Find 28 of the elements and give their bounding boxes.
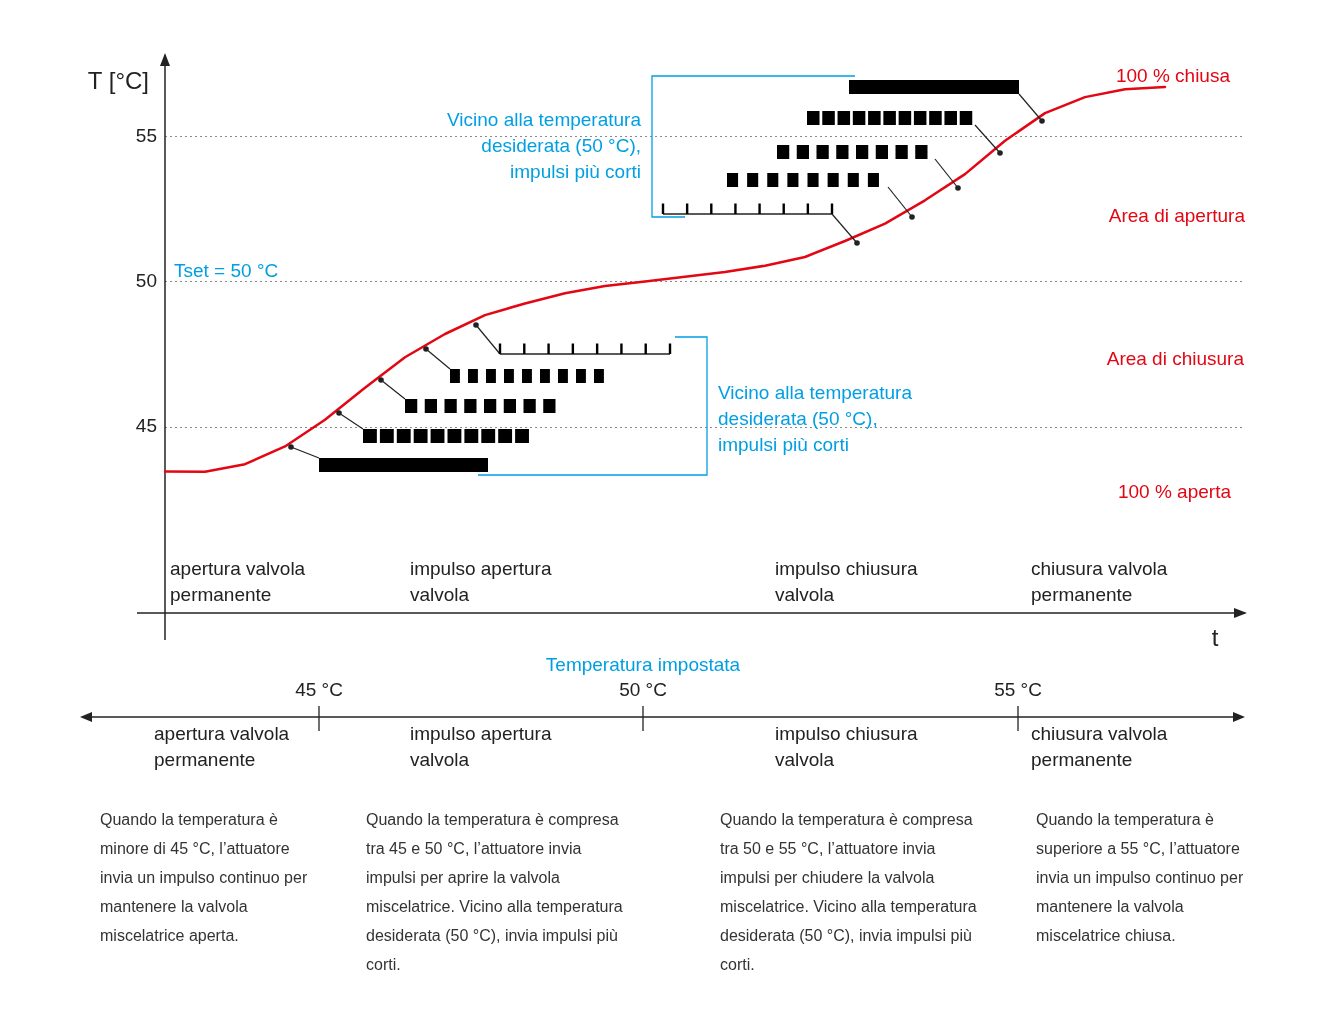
text: chiusura valvola permanente <box>1031 722 1169 772</box>
y-tick-label: 55 <box>135 124 157 146</box>
text: Temperatura impostata <box>545 653 741 677</box>
y-axis-title: T [°C] <box>87 66 149 94</box>
text: Quando la temperatura è compresa tra 50 e 55 °C, l’attuatore invia impulsi per chiudere la valvola miscelatrice. Vicino alla temperatura desiderata (50 °C), invia impulsi più corti. <box>720 810 978 975</box>
y-tick-label: 50 <box>135 269 157 291</box>
annotation: chiusura valvola permanente <box>1031 557 1169 607</box>
annotation: Vicino alla temperatura desiderata (50 °C), impulsi più corti <box>446 108 641 184</box>
text: Quando la temperatura è minore di 45 °C, l’attuatore invia un impulso continuo per mantenere la valvola miscelatrice aperta. <box>100 810 309 946</box>
annotation: impulso chiusura valvola <box>775 557 919 607</box>
annotation: impulso apertura valvola <box>410 557 553 607</box>
text: apertura valvola permanente <box>154 722 291 772</box>
y-tick-label: 45 <box>135 415 157 437</box>
text: 50 °C <box>619 678 667 702</box>
annotation: Area di chiusura <box>1106 347 1244 371</box>
annotation: 100 % chiusa <box>1115 64 1230 88</box>
text: impulso apertura valvola <box>410 722 553 772</box>
annotation: Area di apertura <box>1108 204 1245 228</box>
annotation: Tset = 50 °C <box>174 259 279 283</box>
annotation: 100 % aperta <box>1117 480 1231 504</box>
annotation: Vicino alla temperatura desiderata (50 °C), impulsi più corti <box>718 381 913 457</box>
annotation: apertura valvola permanente <box>170 557 307 607</box>
text: Quando la temperatura è superiore a 55 °C, l’attuatore invia un impulso continuo per mantenere la valvola miscelatrice chiusa. <box>1036 810 1245 946</box>
text: 55 °C <box>994 678 1042 702</box>
text: Quando la temperatura è compresa tra 45 e 50 °C, l’attuatore invia impulsi per aprire la valvola miscelatrice. Vicino alla temperatura desiderata (50 °C), invia impulsi più corti. <box>366 810 624 975</box>
x-axis-title: t <box>1211 623 1219 651</box>
text: impulso chiusura valvola <box>775 722 919 772</box>
text: 45 °C <box>295 678 343 702</box>
